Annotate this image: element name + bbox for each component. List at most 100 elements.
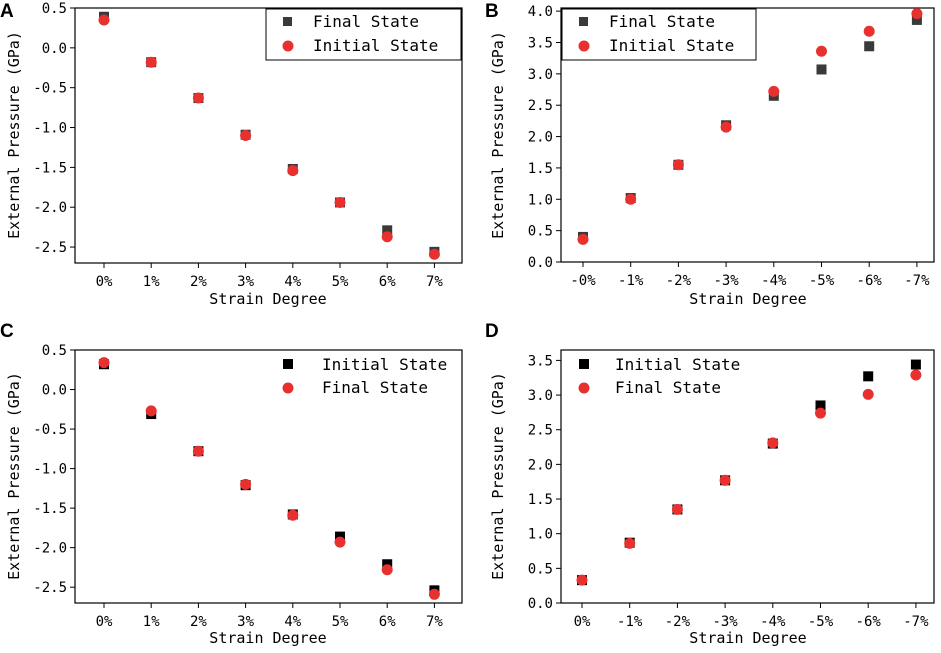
panel-d-y-tick-label: 0.0 xyxy=(528,596,553,612)
panel-b-legend-label-final-state: Final State xyxy=(609,12,715,31)
panel-c-x-tick-label: 7% xyxy=(426,614,443,630)
panel-d-point-initial-state xyxy=(863,371,874,382)
panel-b-y-tick-label: 0.0 xyxy=(528,255,553,271)
panel-c-x-axis-label: Strain Degree xyxy=(209,629,326,647)
panel-d-x-tick-label: -1% xyxy=(617,614,643,630)
panel-c-points xyxy=(98,357,440,600)
panel-b-point-initial-state xyxy=(672,159,684,171)
panel-c-x-tick-label: 1% xyxy=(143,614,160,630)
panel-b-points xyxy=(577,8,923,245)
panel-b-point-initial-state xyxy=(625,193,637,205)
panel-c-legend-marker-initial-state xyxy=(283,359,293,369)
panel-c-legend-label-initial-state: Initial State xyxy=(322,355,447,374)
panel-d-point-final-state xyxy=(910,369,922,381)
panel-b-plot-frame xyxy=(560,7,935,263)
panel-d-x-tick-label: -2% xyxy=(665,614,691,630)
panel-b-legend-box xyxy=(561,8,757,61)
panel-d-point-final-state xyxy=(576,574,588,586)
panel-c-point-initial-state xyxy=(335,531,345,542)
panel-a-x-tick-label: 6% xyxy=(379,274,396,290)
panel-d-point-final-state xyxy=(767,437,779,449)
panel-b-y-tick-label: 3.0 xyxy=(528,67,553,83)
panel-c-x-tick-label: 3% xyxy=(237,614,254,630)
panel-a-legend-marker-initial-state xyxy=(282,40,294,52)
panel-c-point-final-state xyxy=(381,564,393,576)
panel-a-point-initial-state xyxy=(381,231,393,243)
panel-d-y-tick-label: 1.0 xyxy=(528,527,553,543)
panel-b-y-tick-label: 3.5 xyxy=(528,35,553,51)
panel-c-point-final-state xyxy=(287,509,299,521)
panel-c-legend-label-final-state: Final State xyxy=(322,378,428,397)
panel-a-legend-label-final-state: Final State xyxy=(313,12,419,31)
panel-a-y-tick-label: -2.0 xyxy=(33,200,67,216)
panel-a-legend: Final State Initial State xyxy=(265,8,462,61)
panel-c-y-tick-label: -2.5 xyxy=(33,580,67,596)
panel-b-x-tick-label: -3% xyxy=(713,273,739,289)
panel-c-point-final-state xyxy=(334,536,346,548)
panel-d-x-tick-label: -7% xyxy=(903,614,929,630)
panel-a-point-initial-state xyxy=(145,56,157,68)
panel-c-point-final-state xyxy=(98,357,110,369)
panel-a-legend-label-initial-state: Initial State xyxy=(313,36,438,55)
panel-c-x-tick-label: 2% xyxy=(190,614,207,630)
panel-c-y-axis-label: External Pressure (GPa) xyxy=(5,372,23,580)
panel-b-legend: Final State Initial State xyxy=(561,8,757,61)
panel-d-points xyxy=(576,359,922,586)
panel-b-point-initial-state xyxy=(911,8,923,20)
panel-b-legend-label-initial-state: Initial State xyxy=(609,36,734,55)
panel-b-y-tick-label: 1.5 xyxy=(528,161,553,177)
panel-b-y-tick-label: 4.0 xyxy=(528,4,553,20)
panel-d-point-initial-state xyxy=(910,359,921,370)
panel-c-x-tick-label: 5% xyxy=(332,614,349,630)
panel-d-x-tick-label: 0% xyxy=(574,614,591,630)
panel-d-x-tick-label: -5% xyxy=(808,614,834,630)
panel-c-point-final-state xyxy=(192,445,204,457)
panel-c-y-tick-label: 0.5 xyxy=(42,343,67,359)
panel-c-x-tick-label: 6% xyxy=(379,614,396,630)
panel-b-point-final-state xyxy=(911,14,922,25)
panel-b-x-tick-label: -7% xyxy=(904,273,930,289)
panel-b-x-tick-label: -5% xyxy=(809,273,835,289)
panel-b-x-tick-label: -0% xyxy=(570,273,596,289)
panel-a-point-final-state xyxy=(382,225,393,236)
panel-d-legend-marker-initial-state xyxy=(579,359,589,369)
panel-a-point-initial-state xyxy=(98,14,110,26)
panel-d-x-tick-label: -3% xyxy=(712,614,738,630)
panel-a-x-axis-label: Strain Degree xyxy=(209,290,326,308)
panel-b-point-initial-state xyxy=(863,25,875,37)
panel-d-legend-label-initial-state: Initial State xyxy=(615,355,740,374)
panel-a-y-tick-label: 0.0 xyxy=(42,41,67,57)
panel-d-y-tick-label: 3.0 xyxy=(528,388,553,404)
panel-a-points xyxy=(98,11,440,260)
panel-d-point-initial-state xyxy=(815,400,826,411)
panel-d-legend: Initial State Final State xyxy=(578,355,740,397)
panel-a-x-tick-label: 7% xyxy=(426,274,443,290)
panel-d-ticks: 0.0 0.5 1.0 1.5 2.0 2.5 3.0 3.5 0% -1% -2% -3% -4% -5… xyxy=(528,353,929,630)
panel-a-y-tick-label: -2.5 xyxy=(33,240,67,256)
panel-b-point-initial-state xyxy=(768,85,780,97)
panel-a-plot-frame xyxy=(74,7,463,264)
panel-b-y-tick-label: 1.0 xyxy=(528,192,553,208)
panel-c-point-initial-state xyxy=(382,559,393,570)
panel-d-y-tick-label: 3.5 xyxy=(528,353,553,369)
panel-a: A 0.5 0.0 -0.5 -1.0 -1.5 -2.0 -2.5 0% 1% 2% 3% 4% 5%… xyxy=(0,1,463,308)
panel-c-point-final-state xyxy=(145,405,157,417)
panel-b-x-tick-label: -1% xyxy=(618,273,644,289)
panel-c: C 0.5 0.0 -0.5 -1.0 -1.5 -2.0 -2.5 0% 1% 2% 3% 4% 5%… xyxy=(0,321,463,647)
panel-d-letter: D xyxy=(485,321,499,342)
panel-b-point-initial-state xyxy=(816,45,827,57)
panel-a-x-tick-label: 3% xyxy=(237,274,254,290)
panel-a-letter: A xyxy=(0,1,14,22)
panel-c-plot-frame xyxy=(74,349,463,604)
panel-d-x-axis-label: Strain Degree xyxy=(689,629,806,647)
panel-c-point-final-state xyxy=(240,478,252,490)
panel-d-point-final-state xyxy=(671,503,683,515)
panel-d-x-tick-label: -6% xyxy=(856,614,882,630)
panel-b-point-initial-state xyxy=(577,233,589,245)
panel-c-legend-box xyxy=(266,351,461,402)
panel-b-point-final-state xyxy=(864,41,875,52)
panel-a-y-tick-label: 0.5 xyxy=(42,1,67,17)
panel-b-x-tick-label: -6% xyxy=(857,273,883,289)
panel-b-x-axis-label: Strain Degree xyxy=(689,290,806,308)
panel-a-point-initial-state xyxy=(192,92,204,104)
